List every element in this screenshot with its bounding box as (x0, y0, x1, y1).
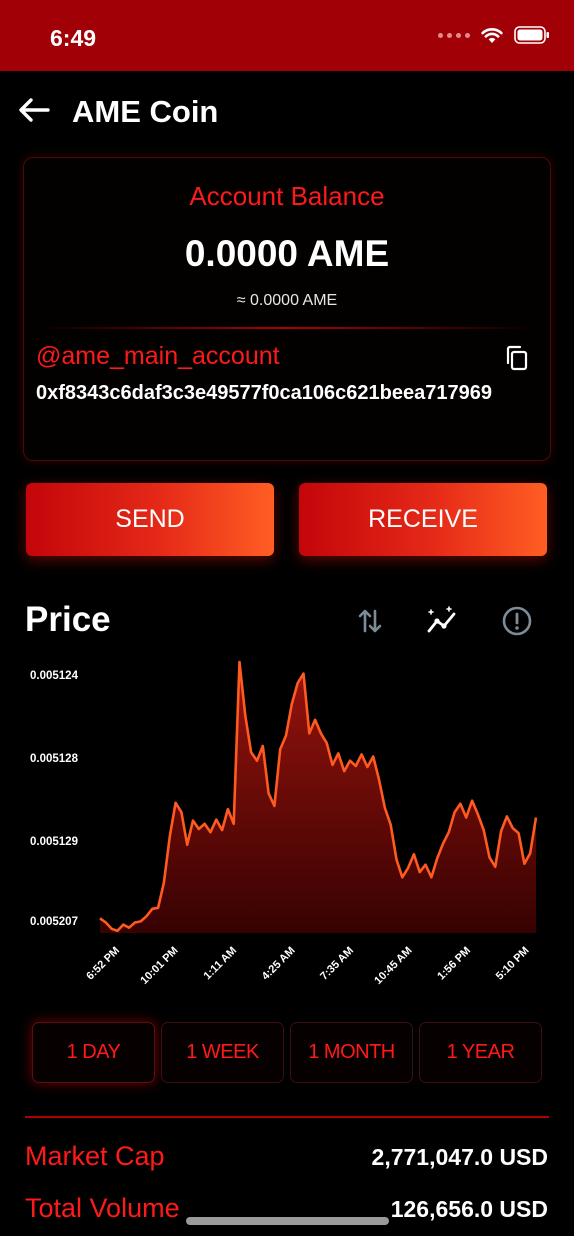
range-tab-1-day[interactable]: 1 DAY (32, 1022, 155, 1083)
total-volume-label: Total Volume (25, 1193, 180, 1223)
price-chart: 0.005124 0.005128 0.005129 0.005207 6:52 PM… (30, 660, 538, 987)
price-line (99, 660, 538, 933)
home-indicator (186, 1217, 389, 1225)
receive-button[interactable]: RECEIVE (299, 483, 547, 556)
x-tick-label: 4:25 AM (260, 945, 298, 983)
status-bar: 6:49 (0, 0, 574, 71)
y-axis: 0.005124 0.005128 0.005129 0.005207 (30, 670, 79, 928)
send-button[interactable]: SEND (26, 483, 274, 556)
range-tab-1-month[interactable]: 1 MONTH (290, 1022, 413, 1083)
balance-value: 0.0000 AME (184, 233, 390, 274)
x-tick-label: 6:52 PM (84, 945, 122, 983)
page-title: AME Coin (72, 94, 219, 129)
account-handle: @ame_main_account (36, 342, 280, 370)
account-address[interactable]: 0xf8343c6daf3c3e49577f0ca106c621beea7179… (36, 382, 492, 404)
signal-icon (438, 32, 470, 38)
account-card: Account Balance 0.0000 AME ≈ 0.0000 AME … (23, 157, 551, 461)
back-arrow-icon[interactable] (16, 92, 52, 128)
x-tick-label: 5:10 PM (494, 945, 532, 983)
x-tick-label: 1:56 PM (435, 945, 473, 983)
balance-equivalent: ≈ 0.0000 AME (236, 292, 338, 309)
y-tick-label: 0.005129 (30, 836, 78, 848)
status-time: 6:49 (50, 25, 97, 51)
info-icon[interactable] (500, 604, 534, 638)
stats-divider (25, 1116, 549, 1118)
copy-icon[interactable] (504, 344, 530, 372)
x-tick-label: 1:11 AM (202, 945, 240, 983)
chart-insights-icon[interactable] (425, 604, 459, 638)
x-tick-label: 10:01 PM (138, 945, 180, 987)
price-area (100, 662, 536, 933)
swap-sort-icon[interactable] (353, 604, 387, 638)
range-tab-1-year[interactable]: 1 YEAR (419, 1022, 542, 1083)
battery-icon (514, 26, 549, 44)
y-tick-label: 0.005128 (30, 753, 79, 765)
status-icons (438, 26, 550, 44)
market-cap-value: 2,771,047.0 USD (371, 1144, 548, 1170)
market-cap-label: Market Cap (25, 1141, 165, 1171)
y-tick-label: 0.005124 (30, 670, 79, 682)
price-title: Price (25, 600, 111, 639)
nav-bar: AME Coin (0, 78, 574, 142)
y-tick-label: 0.005207 (30, 916, 78, 928)
x-axis: 6:52 PM 10:01 PM 1:11 AM 4:25 AM 7:35 AM 10:4… (84, 945, 531, 987)
balance-label: Account Balance (189, 181, 385, 211)
card-divider (36, 327, 538, 329)
x-tick-label: 10:45 AM (372, 945, 414, 987)
wifi-icon (481, 28, 503, 43)
range-tab-1-week[interactable]: 1 WEEK (161, 1022, 284, 1083)
total-volume-value: 126,656.0 USD (390, 1196, 548, 1222)
x-tick-label: 7:35 AM (318, 945, 356, 983)
